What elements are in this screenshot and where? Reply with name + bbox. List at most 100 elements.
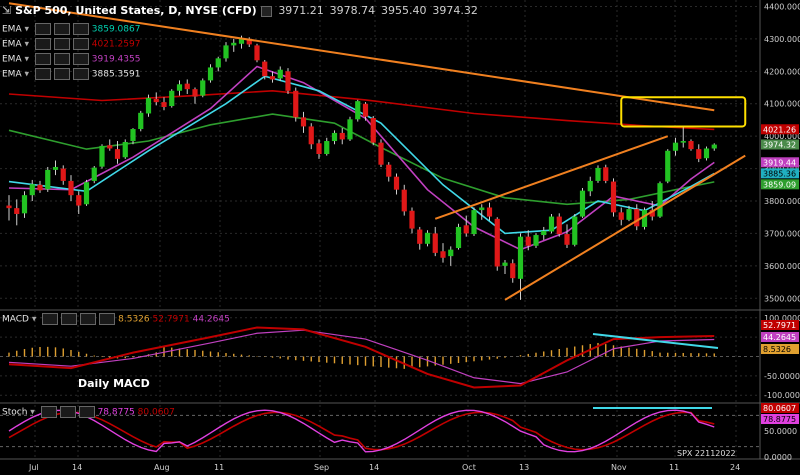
settings-box[interactable] <box>72 68 89 80</box>
settings-box[interactable] <box>59 406 76 418</box>
candle <box>269 76 276 80</box>
price-tag: 3859.09 <box>763 180 796 189</box>
stoch-legend[interactable]: Stoch ▾ 78.8775 80.0607 <box>2 406 175 418</box>
chevron-down-icon[interactable]: ▾ <box>24 54 30 65</box>
candle <box>595 167 601 181</box>
candle <box>672 142 679 151</box>
candle <box>432 233 438 253</box>
candle <box>533 235 539 246</box>
candle <box>479 207 485 211</box>
price-tag: 3974.32 <box>763 140 796 149</box>
price-tick-label: 4300.0000 <box>764 35 800 44</box>
stoch-tag: 80.0607 <box>763 404 796 413</box>
settings-box[interactable] <box>53 68 70 80</box>
candle <box>448 249 454 257</box>
chevron-down-icon[interactable]: ▾ <box>24 24 30 35</box>
candle <box>541 230 547 236</box>
candle <box>417 229 423 244</box>
settings-box[interactable] <box>72 23 89 35</box>
candle <box>370 118 376 143</box>
settings-box[interactable] <box>80 313 97 325</box>
candle <box>494 218 500 267</box>
price-tick-label: 4400.0000 <box>764 2 800 11</box>
candle <box>572 216 578 245</box>
settings-box[interactable] <box>34 68 51 80</box>
settings-box[interactable] <box>42 313 59 325</box>
settings-box[interactable] <box>40 406 57 418</box>
price-tick-label: 4200.0000 <box>764 67 800 76</box>
settings-box[interactable] <box>34 38 51 50</box>
candle <box>502 262 508 266</box>
time-tick-label: 11 <box>669 463 679 472</box>
candle <box>91 167 97 181</box>
candle <box>665 150 671 182</box>
time-tick-label: Jul <box>28 463 39 472</box>
price-tick-label: 3500.0000 <box>764 294 800 303</box>
candle <box>60 168 66 181</box>
trendline <box>8 2 715 112</box>
trendlines <box>8 2 747 301</box>
macd-tag: 52.7971 <box>763 321 796 330</box>
candle <box>486 207 493 217</box>
candle <box>238 38 245 44</box>
ohlc-low: 3955.40 <box>381 4 427 17</box>
candle <box>130 129 136 142</box>
settings-box[interactable] <box>53 53 70 65</box>
ema-legend-row[interactable]: EMA ▾ 4021.2597 <box>2 38 140 50</box>
macd-tick-label: -100.0000 <box>764 391 800 400</box>
ohlc-close: 3974.32 <box>432 4 478 17</box>
macd-line <box>8 326 715 389</box>
chevron-down-icon[interactable]: ▾ <box>24 39 30 50</box>
ema-legend-row[interactable]: EMA ▾ 3919.4355 <box>2 53 140 65</box>
macd-tag-bg <box>761 344 799 354</box>
candle <box>161 102 167 107</box>
ema-label: EMA <box>2 54 22 65</box>
candle <box>231 42 237 46</box>
candle <box>579 190 586 217</box>
settings-box[interactable] <box>34 23 51 35</box>
candle <box>440 251 446 258</box>
stoch-tick-label: 50.0000 <box>764 427 797 436</box>
legend-toggle-icon[interactable] <box>261 5 273 17</box>
macd-signal-value: 44.2645 <box>192 314 230 325</box>
settings-box[interactable] <box>78 406 95 418</box>
candle <box>114 149 121 159</box>
settings-box[interactable] <box>53 38 70 50</box>
macd-legend[interactable]: MACD ▾ 8.5326 52.7971 44.2645 <box>2 313 230 325</box>
candle <box>401 189 407 212</box>
candle <box>618 212 624 220</box>
time-tick-label: Sep <box>314 463 329 472</box>
time-tick-label: Aug <box>154 463 170 472</box>
chevron-down-icon[interactable]: ▾ <box>24 69 30 80</box>
candle <box>378 142 384 165</box>
ema-legend-row[interactable]: EMA ▾ 3859.0867 <box>2 23 140 35</box>
macd-label: MACD <box>2 314 29 325</box>
ema-value: 3885.3591 <box>91 69 141 80</box>
candle <box>76 195 82 206</box>
settings-box[interactable] <box>72 53 89 65</box>
macd-tick-label: 100.0000 <box>764 314 800 323</box>
macd-pane: 100.000050.0000-50.0000-100.000052.79714… <box>0 314 800 400</box>
settings-box[interactable] <box>53 23 70 35</box>
ema-legend-row[interactable]: EMA ▾ 3885.3591 <box>2 68 140 80</box>
candle <box>285 71 291 91</box>
candle <box>517 236 524 279</box>
price-tag: 3885.36 <box>763 169 796 178</box>
candle <box>176 84 183 91</box>
candle <box>14 208 20 214</box>
expand-icon[interactable]: ⇲ <box>2 4 12 17</box>
time-tick-label: 14 <box>369 463 379 472</box>
price-tag-bg <box>761 124 799 135</box>
settings-box[interactable] <box>61 313 78 325</box>
chevron-down-icon[interactable]: ▾ <box>30 407 35 418</box>
stoch-tag-bg <box>761 414 799 424</box>
candle <box>184 83 190 90</box>
settings-box[interactable] <box>34 53 51 65</box>
candle <box>316 143 322 154</box>
candle <box>463 225 469 234</box>
chevron-down-icon[interactable]: ▾ <box>31 314 37 325</box>
settings-box[interactable] <box>99 313 116 325</box>
settings-box[interactable] <box>72 38 89 50</box>
